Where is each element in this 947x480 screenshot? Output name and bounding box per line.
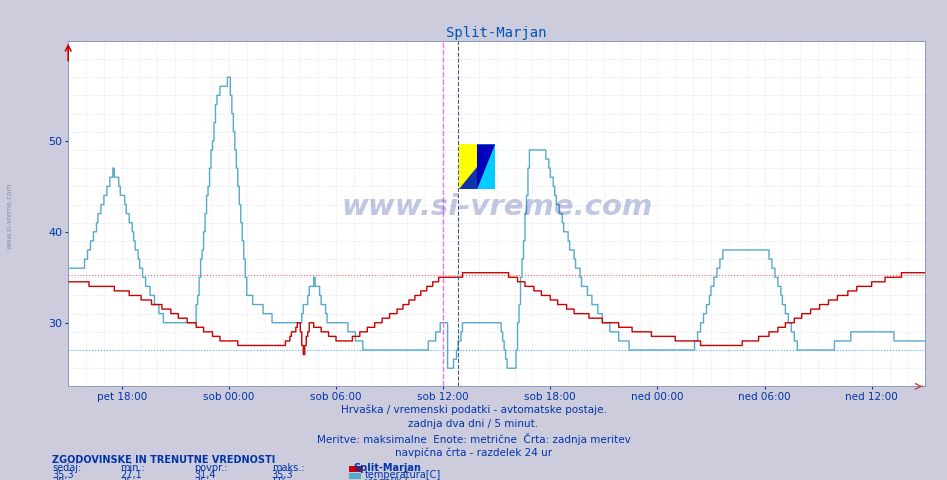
- Text: 35,3: 35,3: [272, 470, 294, 480]
- Polygon shape: [459, 167, 477, 190]
- Text: 35,3: 35,3: [52, 470, 74, 480]
- Text: min.:: min.:: [120, 463, 145, 473]
- Bar: [459, 144, 477, 190]
- Text: 28: 28: [52, 477, 64, 480]
- Text: vlaga[%]: vlaga[%]: [365, 477, 408, 480]
- Text: 31,4: 31,4: [194, 470, 216, 480]
- Text: zadnja dva dni / 5 minut.: zadnja dva dni / 5 minut.: [408, 419, 539, 429]
- Text: Meritve: maksimalne  Enote: metrične  Črta: zadnja meritev: Meritve: maksimalne Enote: metrične Črta…: [316, 433, 631, 445]
- Title: Split-Marjan: Split-Marjan: [446, 25, 547, 40]
- Text: www.si-vreme.com: www.si-vreme.com: [341, 192, 652, 221]
- Text: maks.:: maks.:: [272, 463, 304, 473]
- Text: 59: 59: [272, 477, 284, 480]
- Text: sedaj:: sedaj:: [52, 463, 81, 473]
- Text: povpr.:: povpr.:: [194, 463, 227, 473]
- Text: ZGODOVINSKE IN TRENUTNE VREDNOSTI: ZGODOVINSKE IN TRENUTNE VREDNOSTI: [52, 455, 276, 465]
- Polygon shape: [477, 144, 495, 190]
- Text: 35: 35: [194, 477, 206, 480]
- Text: 27,1: 27,1: [120, 470, 142, 480]
- Text: navpična črta - razdelek 24 ur: navpična črta - razdelek 24 ur: [395, 447, 552, 458]
- Text: temperatura[C]: temperatura[C]: [365, 470, 441, 480]
- Text: Split-Marjan: Split-Marjan: [353, 463, 421, 473]
- Bar: [477, 144, 495, 190]
- Text: 25: 25: [120, 477, 133, 480]
- Text: www.si-vreme.com: www.si-vreme.com: [7, 183, 12, 249]
- Text: Hrvaška / vremenski podatki - avtomatske postaje.: Hrvaška / vremenski podatki - avtomatske…: [341, 404, 606, 415]
